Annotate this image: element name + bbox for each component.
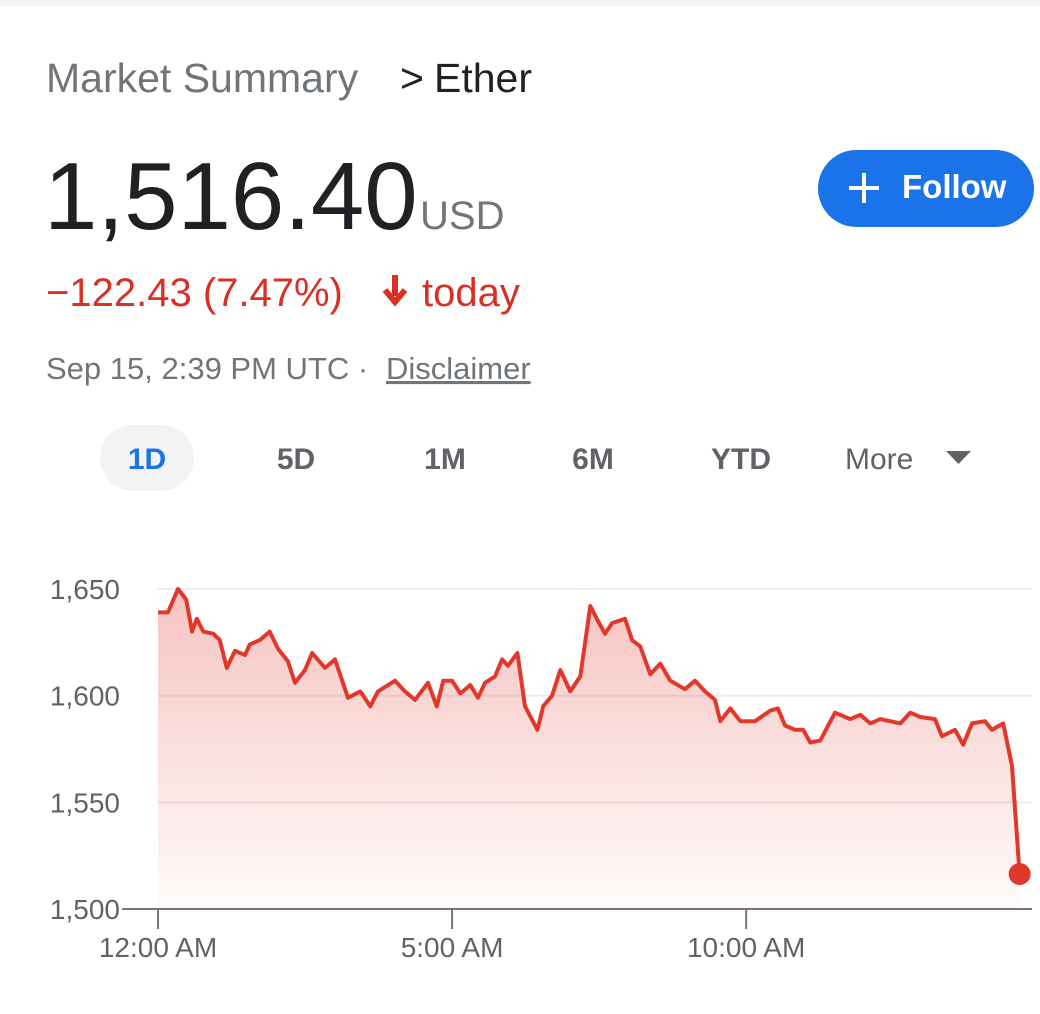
- tab-highlight[interactable]: [100, 425, 194, 491]
- tab[interactable]: 5D: [277, 443, 315, 476]
- breadcrumb-separator: >: [400, 55, 424, 101]
- follow-bg[interactable]: [818, 150, 1034, 227]
- area: [158, 588, 1020, 909]
- range-tabs: 1D 5D 1M 6M YTD More: [100, 425, 913, 491]
- x-tick-label: 10:00 AM: [687, 932, 805, 963]
- follow-button[interactable]: Follow: [818, 150, 1034, 227]
- tab[interactable]: More: [845, 443, 913, 476]
- timestamp: Sep 15, 2:39 PM UTC ·: [46, 351, 368, 386]
- price: 1,516.40: [44, 143, 418, 250]
- last-point: [1008, 863, 1031, 886]
- y-tick-label: 1,600: [50, 681, 120, 712]
- change: −122.43 (7.47%): [46, 271, 343, 315]
- price-line: [158, 586, 1022, 875]
- top-divider: [0, 0, 1040, 6]
- currency: USD: [420, 194, 504, 238]
- y-tick-label: 1,550: [50, 787, 120, 818]
- x-tick-label: 5:00 AM: [401, 932, 504, 963]
- breadcrumb-name: Ether: [434, 55, 532, 101]
- change-suffix: today: [422, 271, 520, 315]
- plus-icon: [849, 173, 879, 203]
- tab[interactable]: 1D: [128, 443, 166, 476]
- y-tick-label: 1,650: [50, 574, 120, 605]
- chart: 1,500 1,550 1,600 1,650 12:00 AM 5:00 AM 10:00…: [50, 574, 1032, 963]
- follow-label[interactable]: Follow: [902, 168, 1007, 205]
- y-tick-label: 1,500: [50, 894, 120, 925]
- more-caret[interactable]: [946, 451, 971, 464]
- tab[interactable]: 1M: [424, 443, 466, 476]
- x-tick-label: 12:00 AM: [99, 932, 217, 963]
- breadcrumb-section[interactable]: Market Summary: [46, 55, 359, 101]
- disclaimer[interactable]: Disclaimer: [386, 351, 531, 386]
- tab[interactable]: 6M: [572, 443, 614, 476]
- tab[interactable]: YTD: [711, 443, 771, 476]
- down-arrow: [382, 275, 408, 307]
